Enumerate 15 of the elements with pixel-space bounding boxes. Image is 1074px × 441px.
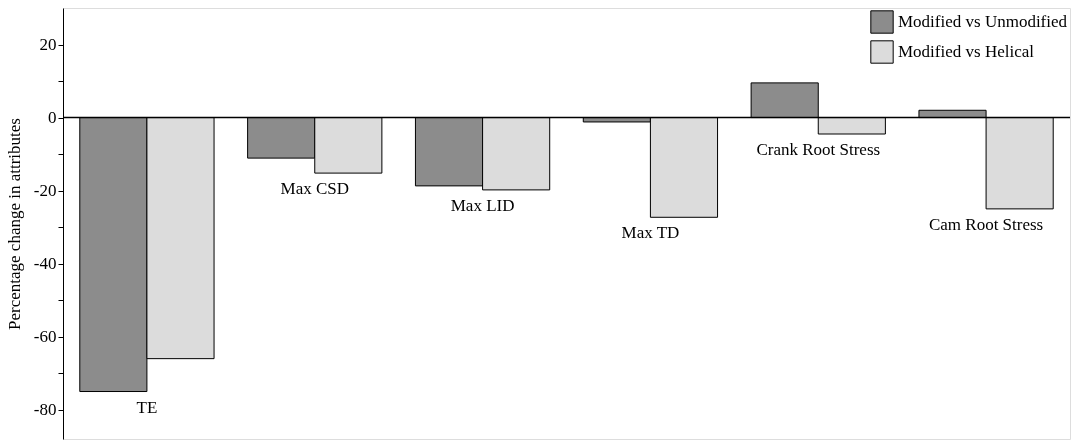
legend-label: Modified vs Unmodified	[898, 12, 1068, 31]
y-tick-label: 0	[48, 108, 57, 128]
y-axis-title: Percentage change in attributes	[4, 118, 24, 330]
y-tick-label: -80	[33, 400, 57, 420]
x-tick-label: Max TD	[621, 223, 680, 243]
y-tick-label: -20	[33, 181, 57, 201]
legend-label: Modified vs Helical	[898, 42, 1035, 61]
x-tick-label: Crank Root Stress	[756, 140, 881, 160]
x-tick-label: Max CSD	[280, 179, 349, 199]
y-tick-label: 20	[39, 35, 57, 55]
x-tick-label: TE	[136, 397, 158, 417]
x-tick-label: Cam Root Stress	[928, 214, 1044, 234]
y-tick-label: -40	[33, 254, 57, 274]
y-tick-label: -60	[33, 327, 57, 347]
x-tick-label: Max LID	[450, 195, 515, 215]
